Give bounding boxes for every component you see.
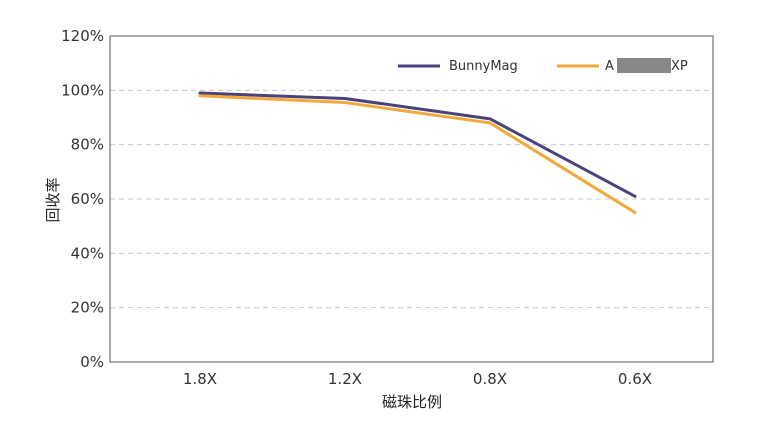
legend-label-bunnymag: BunnyMag — [449, 59, 518, 74]
x-tick-label: 1.2X — [328, 370, 362, 388]
y-tick-labels: 0% 20% 40% 60% 80% 100% 120% — [61, 27, 104, 371]
series-lines — [198, 91, 637, 215]
x-tick-labels: 1.8X 1.2X 0.8X 0.6X — [183, 370, 652, 388]
y-tick-label: 60% — [71, 190, 104, 208]
grid — [110, 89, 713, 309]
y-tick-label: 20% — [71, 299, 104, 317]
x-tick-label: 0.8X — [473, 370, 507, 388]
x-tick-label: 0.6X — [618, 370, 652, 388]
y-tick-label: 120% — [61, 27, 104, 45]
y-tick-label: 40% — [71, 244, 104, 262]
axes — [109, 35, 714, 363]
series-line-bunnymag — [198, 91, 637, 198]
x-tick-label: 1.8X — [183, 370, 217, 388]
plot-frame — [109, 35, 714, 363]
y-tick-label: 100% — [61, 81, 104, 99]
y-tick-label: 0% — [80, 353, 104, 371]
legend-label-series-2-tail: XP — [671, 59, 688, 74]
series-line-series-2 — [198, 94, 637, 215]
legend: BunnyMag A XP — [398, 58, 688, 74]
x-axis-title: 磁珠比例 — [382, 393, 442, 411]
legend-label-series-2: A — [605, 59, 614, 74]
redaction-block — [617, 58, 671, 73]
y-tick-label: 80% — [71, 136, 104, 154]
y-axis-title: 回收率 — [44, 177, 62, 222]
